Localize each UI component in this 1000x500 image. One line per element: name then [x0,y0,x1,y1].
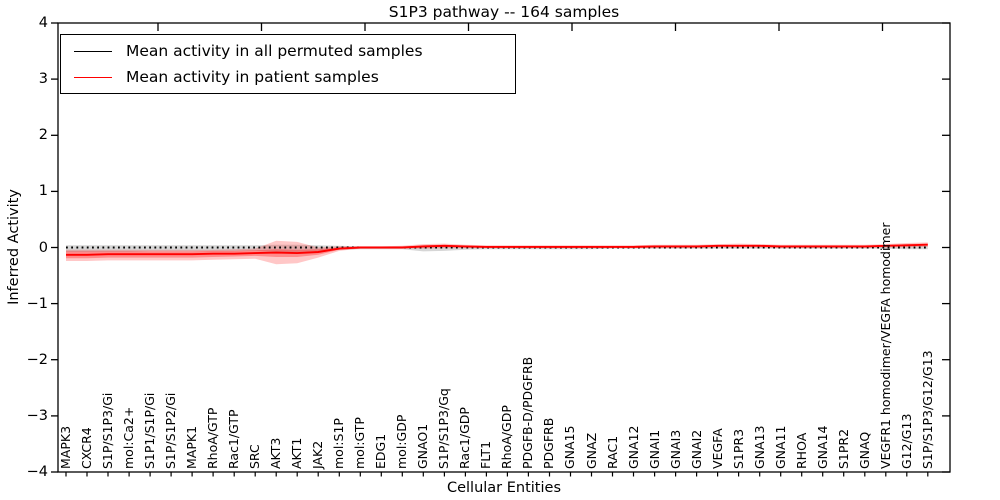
x-tick-label: RhoA/GTP [205,407,221,469]
x-tick-label: GNA14 [814,425,830,470]
x-axis-label: Cellular Entities [446,480,562,496]
x-tick-label: S1P/S1P3/Gq [436,388,452,469]
x-tick-label: FLT1 [478,440,494,469]
y-tick-label: −4 [26,463,48,480]
x-tick-label: GNAI1 [646,429,662,469]
y-tick-label: 2 [38,127,48,144]
x-tick-label: MAPK3 [58,425,73,469]
x-tick-label: JAK2 [310,440,326,469]
x-tick-label: GNA11 [772,425,788,470]
x-tick-label: mol:GTP [352,417,368,469]
patient-mean-line [66,243,928,256]
legend-item-permuted: Mean activity in all permuted samples [74,39,515,63]
x-tick-label: S1P/S1P3/G12/G13 [919,350,935,469]
x-tick-label: GNA12 [625,425,641,470]
x-tick-label: GNAZ [583,432,599,469]
x-tick-label: S1PR2 [835,428,851,469]
x-tick-label: GNA15 [562,425,578,470]
x-tick-label: GNAO1 [415,423,431,469]
x-tick-label: AKT3 [268,437,284,469]
x-tick-label: RHOA [793,432,809,469]
chart-title: S1P3 pathway -- 164 samples [388,3,620,21]
x-tick-label: EDG1 [373,433,389,469]
x-tick-label: RAC1 [604,435,620,469]
x-tick-label: Rac1/GTP [226,409,242,469]
y-tick-label: −1 [26,295,48,312]
x-tick-label: RhoA/GDP [499,405,515,469]
x-tick-label: CXCR4 [79,427,95,469]
x-tick-label: MAPK1 [184,425,200,469]
legend-item-patient: Mean activity in patient samples [74,65,515,89]
x-tick-label: VEGFR1 homodimer/VEGFA homodimer [877,222,893,469]
x-tick-label: S1P/S1P3/Gi [100,392,116,469]
x-tick-label: SRC [247,444,263,469]
legend-line-permuted [74,50,112,52]
x-tick-label: PDGFRB [541,417,557,469]
x-tick-label: S1PR3 [730,428,746,469]
legend: Mean activity in all permuted samples Mea… [60,34,516,94]
x-tick-label: PDGFB-D/PDGFRB [520,356,536,469]
y-tick-label: 0 [38,239,48,256]
x-tick-label: GNAQ [856,431,872,469]
x-tick-label: mol:GDP [394,414,410,469]
legend-label-permuted: Mean activity in all permuted samples [126,42,423,60]
y-tick-label: 4 [38,15,48,32]
legend-label-patient: Mean activity in patient samples [126,68,379,86]
patient-confidence-band-inner [66,243,928,259]
x-tick-label: AKT1 [289,437,305,469]
x-tick-label: mol:S1P [331,418,347,469]
y-tick-label: 1 [38,183,48,200]
x-tick-label: GNAI2 [688,429,704,469]
y-tick-label: −3 [26,407,48,424]
legend-line-patient [74,76,112,78]
x-tick-label: G12/G13 [898,413,914,469]
x-tick-label: mol:Ca2+ [121,406,137,469]
x-tick-label: GNAI3 [667,429,683,469]
x-tick-label: Rac1/GDP [457,407,473,469]
y-tick-label: −2 [26,351,48,368]
x-tick-label: GNA13 [751,425,767,470]
x-tick-label: S1P1/S1P/Gi [142,392,158,469]
y-tick-label: 3 [38,71,48,88]
x-tick-label: S1P/S1P2/Gi [163,392,179,469]
x-tick-label: VEGFA [709,428,725,469]
